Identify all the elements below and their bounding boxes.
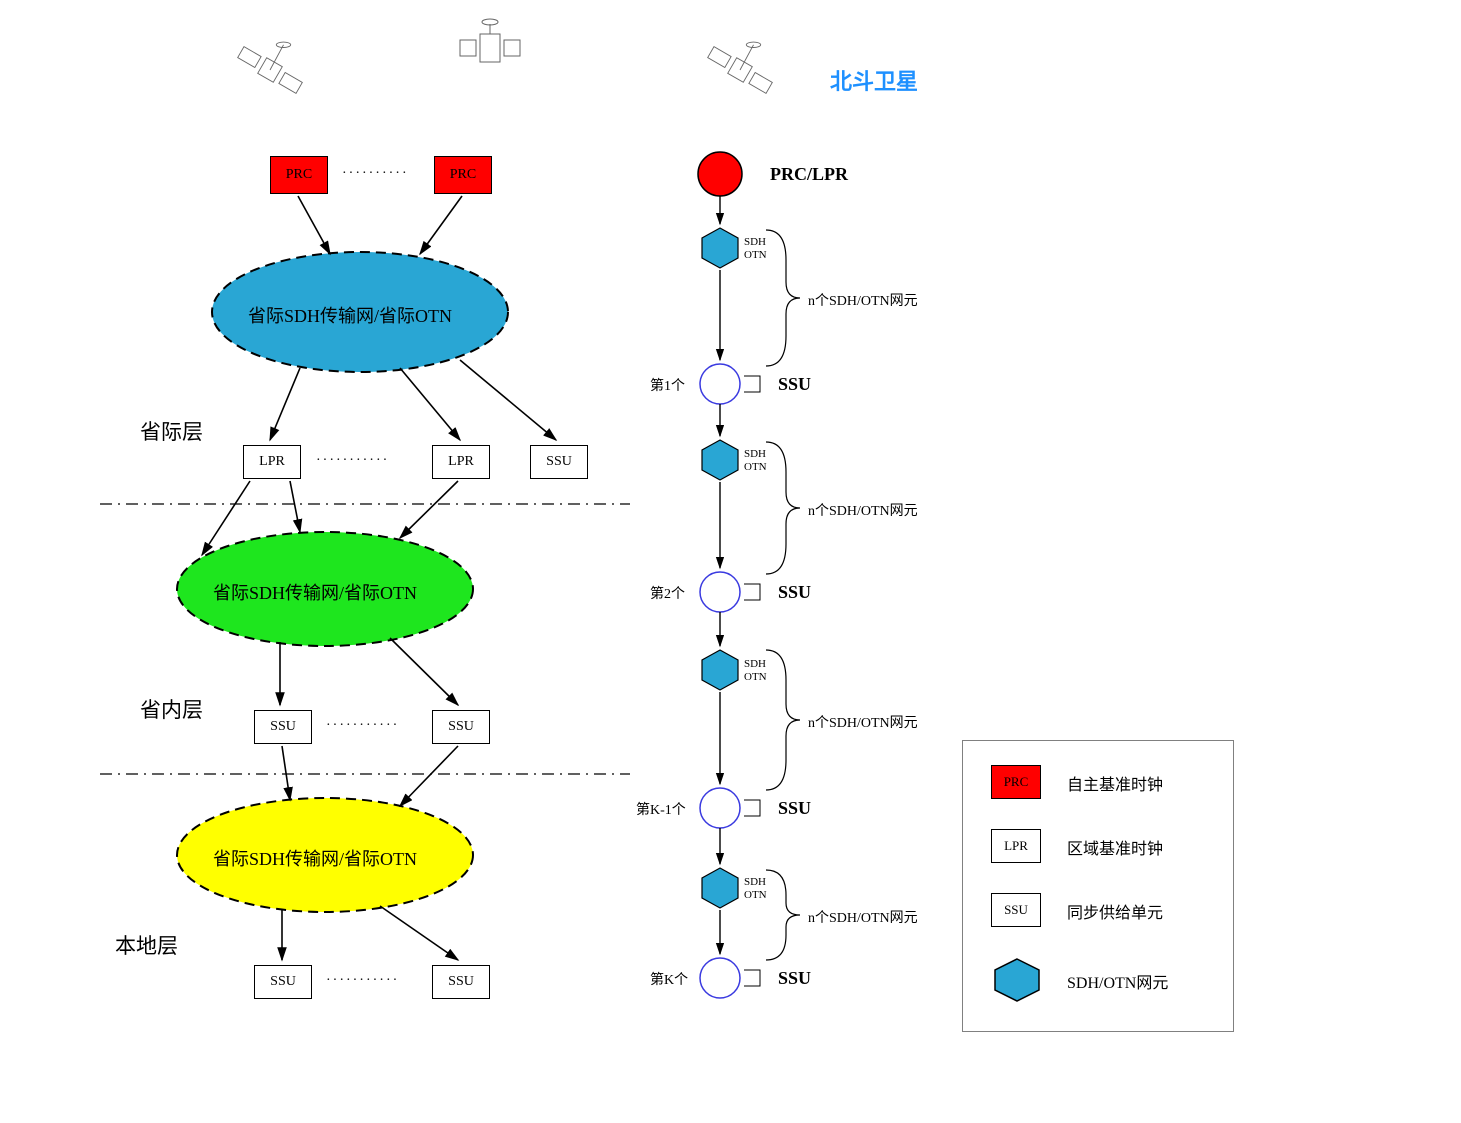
ssu-circle [700,364,740,404]
ssu-circle [700,958,740,998]
ordinal-label: 第K个 [650,969,688,989]
legend-ssu-text: 同步供给单元 [1067,899,1163,923]
legend-lpr-text: 区域基准时钟 [1067,835,1163,859]
lpr-box: LPR [243,445,301,479]
legend-hex-text: SDH/OTN网元 [1067,969,1168,993]
satellite-icon [708,42,773,93]
ellipse-2-label: 省际SDH传输网/省际OTN [213,579,417,605]
prc-lpr-label: PRC/LPR [770,164,848,185]
ssu-box: SSU [530,445,588,479]
ssu-box: SSU [254,710,312,744]
ssu-label: SSU [778,968,811,989]
layer-3-label: 本地层 [115,930,178,960]
legend-prc-icon: PRC [991,765,1041,799]
ssu-circle [700,788,740,828]
bracket-label: n个SDH/OTN网元 [808,712,918,732]
ssu-label: SSU [778,582,811,603]
dots: ··········· [316,453,389,469]
hex-label: SDHOTN [744,236,767,262]
prc-box: PRC [270,156,328,194]
legend-lpr-icon: LPR [991,829,1041,863]
sdh-hex [702,440,738,480]
ssu-label: SSU [778,374,811,395]
ellipse-1-label: 省际SDH传输网/省际OTN [248,302,452,328]
hex-label: SDHOTN [744,658,767,684]
dots: ··········· [326,718,399,734]
legend-prc-text: 自主基准时钟 [1067,771,1163,795]
ssu-box: SSU [432,965,490,999]
lpr-box: LPR [432,445,490,479]
ssu-label: SSU [778,798,811,819]
dots: ·········· [342,166,409,182]
hex-label: SDHOTN [744,448,767,474]
prc-circle [698,152,742,196]
bracket-label: n个SDH/OTN网元 [808,907,918,927]
ordinal-label: 第K-1个 [636,799,686,819]
ordinal-label: 第1个 [650,375,685,395]
sdh-hex [702,868,738,908]
legend-ssu-icon: SSU [991,893,1041,927]
satellite-icon [238,42,303,93]
satellite-icon [460,19,520,62]
hex-label: SDHOTN [744,876,767,902]
ssu-box: SSU [432,710,490,744]
sdh-hex [702,650,738,690]
layer-1-label: 省际层 [140,416,203,446]
ellipse-3-label: 省际SDH传输网/省际OTN [213,845,417,871]
dots: ··········· [326,973,399,989]
ssu-box: SSU [254,965,312,999]
layer-2-label: 省内层 [140,694,203,724]
diagram-svg [0,0,1461,1123]
bracket-label: n个SDH/OTN网元 [808,290,918,310]
legend: PRC 自主基准时钟 LPR 区域基准时钟 SSU 同步供给单元 SDH/OTN… [962,740,1234,1032]
prc-box: PRC [434,156,492,194]
beidou-title: 北斗卫星 [830,64,918,96]
ordinal-label: 第2个 [650,583,685,603]
legend-hex-icon [987,955,1047,1005]
bracket-label: n个SDH/OTN网元 [808,500,918,520]
ssu-circle [700,572,740,612]
sdh-hex [702,228,738,268]
